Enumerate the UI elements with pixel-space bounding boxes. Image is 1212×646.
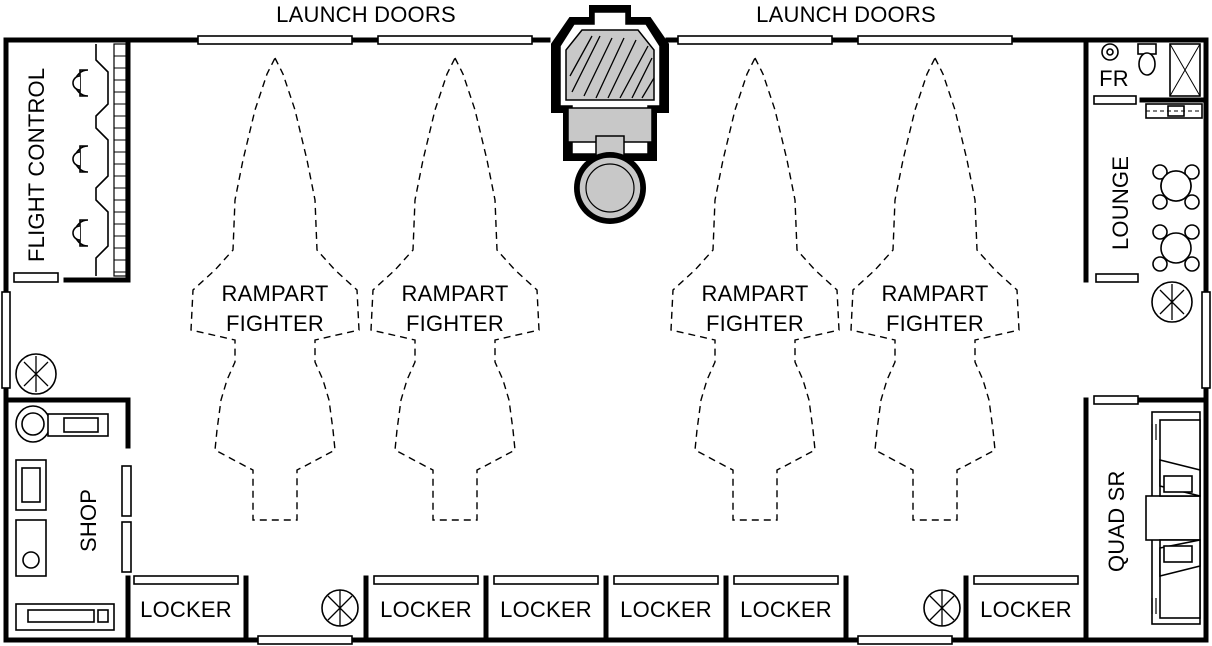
- fighter-labels: RAMPART FIGHTER RAMPART FIGHTER RAMPART …: [222, 281, 989, 336]
- fr-lounge-room: FR LOUNGE: [1083, 37, 1209, 283]
- launch-doors-label-right: LAUNCH DOORS: [756, 2, 936, 27]
- locker-walls: [125, 575, 1089, 643]
- plant-icon: [15, 353, 57, 395]
- launch-doors-label-left: LAUNCH DOORS: [276, 2, 456, 27]
- fighter-label-line2: FIGHTER: [406, 311, 504, 336]
- fighter-label-line1: RAMPART: [402, 281, 509, 306]
- shop-room: SHOP: [3, 397, 132, 643]
- locker-labels: LOCKER LOCKER LOCKER LOCKER LOCKER LOCKE…: [140, 597, 1072, 622]
- fighter-outline-4: [850, 56, 1020, 521]
- plant-icon: [1151, 281, 1193, 323]
- outer-walls: [3, 37, 1209, 643]
- fighter-outlines: [190, 56, 1020, 521]
- lounge-label: LOUNGE: [1108, 156, 1133, 250]
- machine-icon: [15, 459, 47, 511]
- plant-icon: [321, 589, 359, 627]
- fighter-outline-2: [370, 56, 540, 521]
- lathe-icon: [15, 519, 47, 577]
- workbench-icon: [15, 405, 109, 443]
- fighter-label-line1: RAMPART: [702, 281, 809, 306]
- bunk-bed-icon: [1145, 411, 1201, 625]
- shower-icon: [1169, 43, 1201, 97]
- sink-icon: [1101, 43, 1119, 61]
- spaceship-icon: [551, 5, 669, 224]
- locker-label: LOCKER: [620, 597, 712, 622]
- fighter-label-line2: FIGHTER: [886, 311, 984, 336]
- side-doors[interactable]: [1, 291, 1211, 645]
- table-icon: [1152, 164, 1200, 210]
- locker-label: LOCKER: [380, 597, 472, 622]
- fr-label: FR: [1099, 66, 1129, 91]
- counter-icon: [1145, 103, 1203, 119]
- quad-sr-room: QUAD SR: [1083, 395, 1209, 643]
- chair-icon: [72, 145, 89, 173]
- launch-door-panels[interactable]: [197, 35, 1013, 45]
- locker-label: LOCKER: [980, 597, 1072, 622]
- fighter-label-line1: RAMPART: [222, 281, 329, 306]
- fighter-outline-3: [670, 56, 840, 521]
- locker-label: LOCKER: [740, 597, 832, 622]
- quad-sr-label: QUAD SR: [1104, 470, 1129, 572]
- shop-label: SHOP: [76, 489, 101, 552]
- fighter-label-line1: RAMPART: [882, 281, 989, 306]
- flight-control-label: FLIGHT CONTROL: [24, 68, 49, 262]
- fighter-outline-1: [190, 56, 360, 521]
- flight-control-room: FLIGHT CONTROL: [13, 37, 131, 283]
- locker-label: LOCKER: [140, 597, 232, 622]
- toilet-icon: [1137, 43, 1157, 76]
- bench-icon: [15, 603, 115, 631]
- table-icon: [1152, 224, 1200, 272]
- fighter-label-line2: FIGHTER: [706, 311, 804, 336]
- chair-icon: [72, 219, 89, 247]
- chair-icon: [72, 69, 89, 97]
- locker-label: LOCKER: [500, 597, 592, 622]
- plant-icon: [923, 589, 961, 627]
- fighter-label-line2: FIGHTER: [226, 311, 324, 336]
- locker-benches: [133, 575, 1079, 585]
